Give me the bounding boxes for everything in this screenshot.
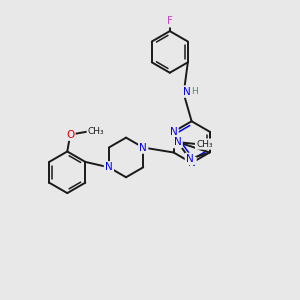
Text: N: N	[186, 154, 194, 164]
Text: F: F	[167, 16, 173, 26]
Text: CH₃: CH₃	[196, 140, 213, 148]
Text: N: N	[170, 127, 178, 137]
Text: H: H	[191, 87, 198, 96]
Text: N: N	[105, 162, 113, 172]
Text: N: N	[188, 158, 196, 168]
Text: CH₃: CH₃	[88, 127, 104, 136]
Text: O: O	[66, 130, 74, 140]
Text: N: N	[174, 137, 182, 147]
Text: N: N	[183, 86, 190, 97]
Text: N: N	[139, 142, 147, 152]
